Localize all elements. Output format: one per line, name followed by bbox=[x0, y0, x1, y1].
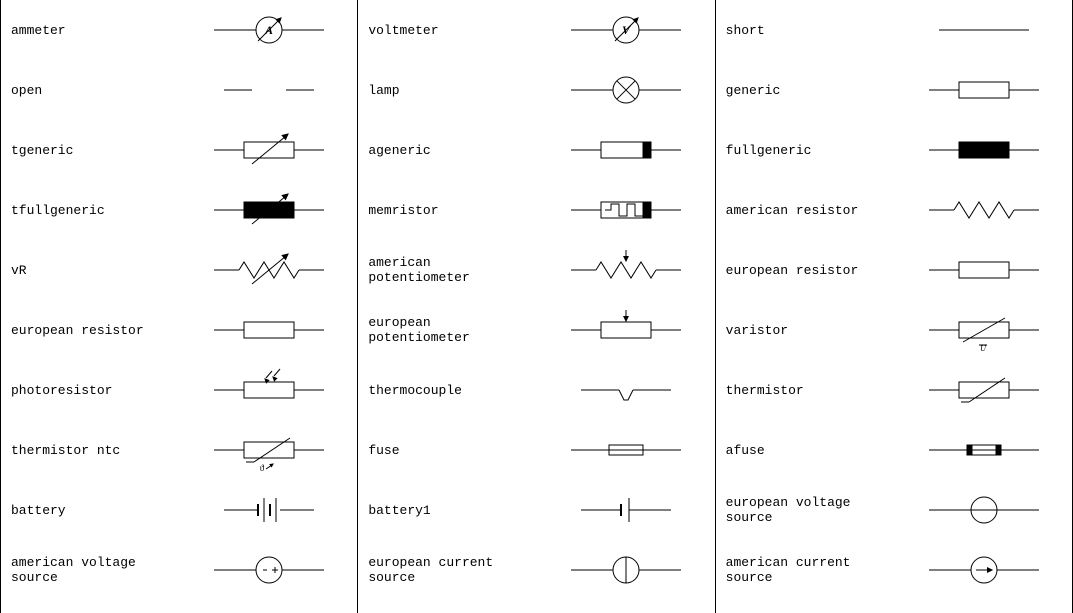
battery1-icon bbox=[538, 485, 714, 535]
label-short: short bbox=[726, 23, 896, 38]
row-voltmeter: voltmeterV bbox=[358, 0, 714, 60]
column-0: ammeter Aopen tgeneric tfullgeneric vR europe… bbox=[0, 0, 357, 613]
row-afuse: afuse bbox=[716, 420, 1072, 480]
row-tfullgeneric: tfullgeneric bbox=[1, 180, 357, 240]
thermistor-icon bbox=[896, 365, 1072, 415]
row-lamp: lamp bbox=[358, 60, 714, 120]
row-open: open bbox=[1, 60, 357, 120]
label-generic: generic bbox=[726, 83, 896, 98]
label-open: open bbox=[11, 83, 181, 98]
row-photoresistor: photoresistor bbox=[1, 360, 357, 420]
row-battery: battery bbox=[1, 480, 357, 540]
european_resistor-icon bbox=[181, 305, 357, 355]
row-european_resistor: european resistor bbox=[1, 300, 357, 360]
american_voltage_source-icon bbox=[181, 545, 357, 595]
ammeter-icon: A bbox=[181, 5, 357, 55]
row-european_voltage_source: european voltage source bbox=[716, 480, 1072, 540]
label-vR: vR bbox=[11, 263, 181, 278]
label-tgeneric: tgeneric bbox=[11, 143, 181, 158]
label-battery: battery bbox=[11, 503, 181, 518]
label-ammeter: ammeter bbox=[11, 23, 181, 38]
photoresistor-icon bbox=[181, 365, 357, 415]
row-thermistor: thermistor bbox=[716, 360, 1072, 420]
label-tfullgeneric: tfullgeneric bbox=[11, 203, 181, 218]
column-1: voltmeterVlampagenericmemristoramerican … bbox=[357, 0, 714, 613]
row-american_current_source: american current source bbox=[716, 540, 1072, 600]
label-thermistor_ntc: thermistor ntc bbox=[11, 443, 181, 458]
column-2: short generic fullgeneric american resistor… bbox=[715, 0, 1073, 613]
label-american_voltage_source: american voltage source bbox=[11, 555, 181, 585]
afuse-icon bbox=[896, 425, 1072, 475]
label-lamp: lamp bbox=[368, 83, 538, 98]
label-thermocouple: thermocouple bbox=[368, 383, 538, 398]
short-icon bbox=[896, 5, 1072, 55]
tgeneric-icon bbox=[181, 125, 357, 175]
row-fuse: fuse bbox=[358, 420, 714, 480]
label-american_potentiometer: american potentiometer bbox=[368, 255, 538, 285]
label-battery1: battery1 bbox=[368, 503, 538, 518]
label-voltmeter: voltmeter bbox=[368, 23, 538, 38]
row-short: short bbox=[716, 0, 1072, 60]
row-american_potentiometer: american potentiometer bbox=[358, 240, 714, 300]
memristor-icon bbox=[538, 185, 714, 235]
label-european_voltage_source: european voltage source bbox=[726, 495, 896, 525]
ageneric-icon bbox=[538, 125, 714, 175]
row-thermocouple: thermocouple bbox=[358, 360, 714, 420]
battery-icon bbox=[181, 485, 357, 535]
row-european_potentiometer: european potentiometer bbox=[358, 300, 714, 360]
row-vR: vR bbox=[1, 240, 357, 300]
open-icon bbox=[181, 65, 357, 115]
row-european_resistor: european resistor bbox=[716, 240, 1072, 300]
row-american_voltage_source: american voltage source bbox=[1, 540, 357, 600]
fuse-icon bbox=[538, 425, 714, 475]
row-generic: generic bbox=[716, 60, 1072, 120]
label-american_current_source: american current source bbox=[726, 555, 896, 585]
svg-text:ϑ: ϑ bbox=[260, 463, 265, 473]
label-european_potentiometer: european potentiometer bbox=[368, 315, 538, 345]
label-european_resistor: european resistor bbox=[11, 323, 181, 338]
european_potentiometer-icon bbox=[538, 305, 714, 355]
lamp-icon bbox=[538, 65, 714, 115]
label-thermistor: thermistor bbox=[726, 383, 896, 398]
european_voltage_source-icon bbox=[896, 485, 1072, 535]
label-american_resistor: american resistor bbox=[726, 203, 896, 218]
label-fuse: fuse bbox=[368, 443, 538, 458]
row-fullgeneric: fullgeneric bbox=[716, 120, 1072, 180]
label-afuse: afuse bbox=[726, 443, 896, 458]
row-battery1: battery1 bbox=[358, 480, 714, 540]
thermistor_ntc-icon: ϑ bbox=[181, 425, 357, 475]
label-memristor: memristor bbox=[368, 203, 538, 218]
row-memristor: memristor bbox=[358, 180, 714, 240]
row-american_resistor: american resistor bbox=[716, 180, 1072, 240]
fullgeneric-icon bbox=[896, 125, 1072, 175]
label-ageneric: ageneric bbox=[368, 143, 538, 158]
tfullgeneric-icon bbox=[181, 185, 357, 235]
row-varistor: varistorU bbox=[716, 300, 1072, 360]
row-ammeter: ammeter A bbox=[1, 0, 357, 60]
thermocouple-icon bbox=[538, 365, 714, 415]
european_resistor-icon bbox=[896, 245, 1072, 295]
american_resistor-icon bbox=[896, 185, 1072, 235]
voltmeter-icon: V bbox=[538, 5, 714, 55]
svg-text:A: A bbox=[264, 23, 273, 37]
american_current_source-icon bbox=[896, 545, 1072, 595]
label-photoresistor: photoresistor bbox=[11, 383, 181, 398]
varistor-icon: U bbox=[896, 305, 1072, 355]
label-european_current_source: european current source bbox=[368, 555, 538, 585]
american_potentiometer-icon bbox=[538, 245, 714, 295]
label-varistor: varistor bbox=[726, 323, 896, 338]
row-thermistor_ntc: thermistor ntc ϑ bbox=[1, 420, 357, 480]
label-european_resistor: european resistor bbox=[726, 263, 896, 278]
row-ageneric: ageneric bbox=[358, 120, 714, 180]
vR-icon bbox=[181, 245, 357, 295]
row-european_current_source: european current source bbox=[358, 540, 714, 600]
label-fullgeneric: fullgeneric bbox=[726, 143, 896, 158]
row-tgeneric: tgeneric bbox=[1, 120, 357, 180]
european_current_source-icon bbox=[538, 545, 714, 595]
generic-icon bbox=[896, 65, 1072, 115]
